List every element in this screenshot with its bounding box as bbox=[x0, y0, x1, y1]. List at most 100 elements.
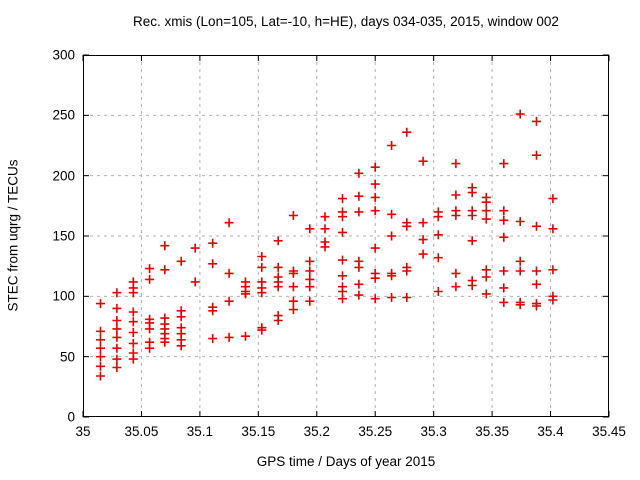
data-point-marker bbox=[451, 268, 461, 278]
data-point-marker bbox=[354, 279, 364, 289]
data-point-marker bbox=[96, 352, 105, 362]
data-point-marker bbox=[499, 159, 509, 169]
data-point-marker bbox=[208, 238, 218, 248]
data-point-marker bbox=[208, 306, 218, 316]
data-point-marker bbox=[402, 127, 412, 137]
data-point-marker bbox=[208, 259, 218, 269]
data-point-marker bbox=[451, 159, 461, 169]
data-point-marker bbox=[387, 231, 397, 241]
data-point-marker bbox=[128, 338, 138, 348]
data-point-marker bbox=[257, 262, 267, 272]
data-point-marker bbox=[190, 243, 200, 253]
data-point-marker bbox=[190, 277, 200, 287]
data-point-marker bbox=[96, 299, 105, 309]
data-point-marker bbox=[257, 288, 267, 298]
data-point-marker bbox=[320, 224, 330, 234]
y-tick-label: 0 bbox=[67, 409, 75, 425]
data-point-marker bbox=[112, 332, 122, 342]
data-point-marker bbox=[499, 206, 509, 216]
data-point-marker bbox=[160, 337, 170, 347]
plot-border bbox=[83, 55, 609, 417]
data-point-marker bbox=[451, 282, 461, 292]
data-point-marker bbox=[288, 282, 298, 292]
data-point-marker bbox=[532, 279, 541, 289]
plot-area bbox=[82, 54, 610, 418]
x-tick-label: 35.1 bbox=[186, 424, 214, 439]
data-point-marker bbox=[145, 324, 155, 334]
data-point-marker bbox=[96, 335, 105, 345]
data-point-marker bbox=[145, 264, 155, 274]
data-point-marker bbox=[387, 271, 397, 281]
y-tick-label: 300 bbox=[52, 47, 75, 63]
x-tick-label: 35.15 bbox=[241, 424, 276, 439]
data-point-marker bbox=[338, 212, 347, 222]
data-point-marker bbox=[112, 363, 122, 372]
data-point-marker bbox=[305, 282, 315, 292]
data-point-marker bbox=[481, 197, 491, 207]
data-point-marker bbox=[433, 212, 443, 222]
x-tick-label: 35.25 bbox=[358, 424, 393, 439]
data-point-marker bbox=[370, 243, 380, 253]
scatter-plot-canvas bbox=[82, 54, 610, 418]
data-point-marker bbox=[402, 293, 412, 302]
data-point-marker bbox=[402, 221, 412, 231]
x-tick-label: 35.45 bbox=[592, 424, 626, 439]
data-point-marker bbox=[370, 179, 380, 189]
data-point-marker bbox=[112, 324, 122, 334]
data-point-marker bbox=[548, 295, 558, 305]
x-tick-label: 35.4 bbox=[537, 424, 564, 439]
data-point-marker bbox=[515, 266, 525, 276]
data-point-marker bbox=[515, 109, 525, 119]
data-point-marker bbox=[515, 256, 525, 266]
data-point-marker bbox=[532, 116, 541, 126]
data-point-marker bbox=[532, 301, 541, 311]
data-point-marker bbox=[96, 343, 105, 353]
data-point-marker bbox=[320, 242, 330, 252]
data-point-marker bbox=[96, 371, 105, 381]
data-point-marker bbox=[160, 241, 170, 251]
data-point-marker bbox=[370, 162, 380, 172]
data-point-marker bbox=[128, 328, 138, 337]
data-point-marker bbox=[176, 256, 186, 266]
x-tick-label: 35.35 bbox=[475, 424, 510, 439]
data-point-marker bbox=[532, 221, 541, 231]
data-point-marker bbox=[451, 190, 461, 200]
data-point-marker bbox=[305, 224, 315, 234]
data-point-marker bbox=[257, 252, 267, 261]
x-tick-label: 35.3 bbox=[420, 424, 447, 439]
data-point-marker bbox=[370, 294, 380, 304]
data-point-marker bbox=[370, 192, 380, 202]
data-point-marker bbox=[499, 283, 509, 293]
data-point-marker bbox=[354, 290, 364, 300]
data-point-marker bbox=[288, 305, 298, 315]
data-point-marker bbox=[515, 217, 525, 226]
x-tick-label: 35 bbox=[75, 424, 91, 439]
scatter-points bbox=[96, 109, 558, 381]
data-point-marker bbox=[433, 230, 443, 240]
data-point-marker bbox=[338, 227, 347, 237]
data-point-marker bbox=[338, 271, 347, 281]
data-point-marker bbox=[499, 232, 509, 242]
data-point-marker bbox=[467, 211, 477, 220]
data-point-marker bbox=[387, 293, 397, 302]
data-point-marker bbox=[208, 334, 218, 344]
data-point-marker bbox=[499, 266, 509, 276]
data-point-marker bbox=[257, 325, 267, 335]
data-point-marker bbox=[433, 287, 443, 296]
data-point-marker bbox=[112, 288, 122, 298]
data-point-marker bbox=[273, 282, 283, 292]
data-point-marker bbox=[370, 273, 380, 283]
y-tick-label: 100 bbox=[52, 288, 75, 304]
data-point-marker bbox=[548, 224, 558, 234]
data-point-marker bbox=[481, 272, 491, 282]
data-point-marker bbox=[145, 274, 155, 284]
data-point-marker bbox=[128, 354, 138, 364]
data-point-marker bbox=[354, 191, 364, 201]
data-point-marker bbox=[338, 294, 347, 304]
data-point-marker bbox=[433, 253, 443, 263]
data-point-marker bbox=[354, 262, 364, 272]
data-point-marker bbox=[96, 361, 105, 371]
data-point-marker bbox=[128, 317, 138, 327]
data-point-marker bbox=[548, 265, 558, 275]
y-tick-label: 250 bbox=[52, 107, 75, 123]
